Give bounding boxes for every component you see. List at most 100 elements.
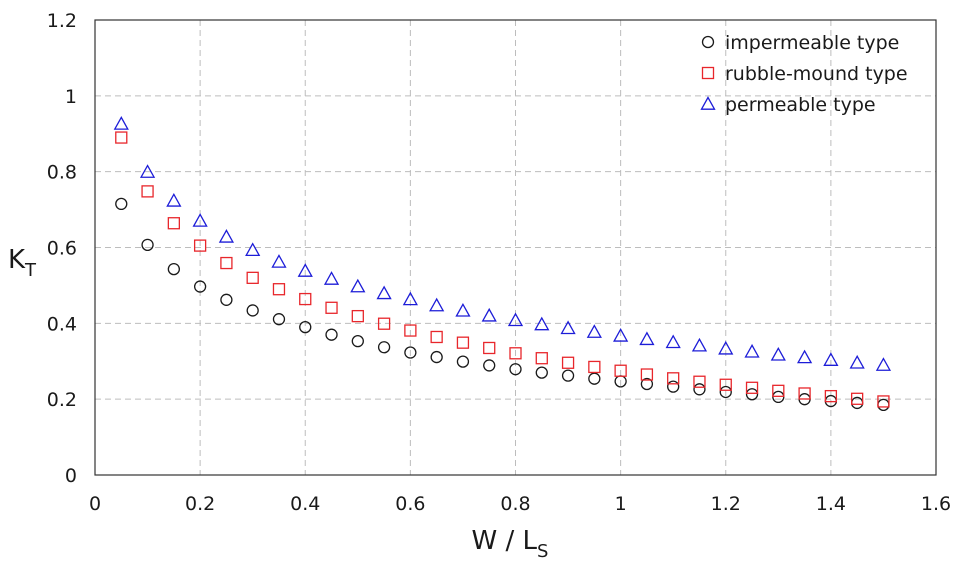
data-point-triangle [429,297,445,312]
data-point-circle [535,366,548,379]
data-point-circle [719,385,732,399]
data-point-circle [404,346,417,359]
data-point-triangle [665,334,681,349]
data-point-triangle [113,116,129,130]
data-point-square [404,324,417,337]
data-point-square [377,317,391,330]
data-point-circle [693,383,706,396]
data-point-circle [745,388,759,401]
data-point-circle [246,304,259,317]
data-points [113,116,892,412]
data-point-triangle [744,343,760,358]
y-axis-ticks: 0 0.2 0.4 0.6 0.8 1 1.2 [47,10,77,487]
x-tick-label: 0.4 [290,493,320,515]
data-point-triangle [823,352,839,366]
x-tick-label: 0.2 [185,493,215,515]
data-point-triangle [166,193,182,207]
data-point-triangle [481,307,497,322]
data-point-triangle [560,320,576,335]
data-point-square [745,381,759,394]
data-point-square [824,389,838,403]
data-point-square [483,341,496,355]
data-point-circle [272,313,286,326]
data-point-triangle [192,213,208,227]
data-point-square [351,309,364,323]
data-point-triangle [139,164,156,178]
data-point-square [272,283,286,296]
data-point-circle [193,280,207,293]
data-point-triangle [507,312,524,327]
data-point-circle [877,398,890,412]
data-point-square [535,352,548,365]
x-tick-label: 1.2 [711,493,741,515]
legend-label: impermeable type [725,32,899,54]
data-point-square [193,239,207,252]
data-point-square [851,392,864,405]
data-point-circle [456,355,470,368]
data-point-triangle [613,328,629,342]
y-tick-label: 0.6 [47,238,77,260]
legend-item: rubble-mound type [701,63,908,85]
data-point-triangle [770,346,786,361]
x-axis-label-main: W / L [472,526,538,556]
data-point-triangle [691,337,708,352]
data-point-square [246,271,259,284]
data-point-circle [667,380,680,393]
data-point-square [115,131,128,144]
data-point-triangle [586,324,602,338]
x-axis-label-sub: S [537,541,548,561]
data-point-circle [167,262,180,276]
data-point-triangle [245,242,261,257]
x-tick-label: 0.8 [500,493,530,515]
data-point-square [456,336,470,349]
y-axis-label-sub: T [24,260,37,281]
x-tick-label: 0.6 [395,493,425,515]
plot-area-frame [94,19,937,476]
data-point-circle [588,372,601,385]
data-point-circle [325,328,338,341]
data-point-triangle [376,285,392,300]
y-tick-label: 0.2 [47,389,77,411]
data-point-square [561,356,575,369]
x-axis-label: W / LS [472,526,549,561]
data-point-circle [430,350,443,364]
data-point-square [614,364,627,377]
data-point-square [667,372,680,385]
y-tick-label: 1.2 [47,10,77,32]
legend-item: impermeable type [701,32,899,54]
data-point-square [772,384,785,397]
series-square [115,131,890,408]
data-point-circle [377,341,391,354]
x-tick-label: 0 [89,493,101,515]
data-point-square [719,378,732,391]
data-point-square [588,360,601,374]
x-tick-label: 1 [615,493,627,515]
data-point-circle [299,320,312,334]
data-point-square [430,330,443,344]
data-point-circle [640,377,654,391]
y-tick-label: 0.4 [47,313,77,335]
data-point-square [509,347,522,360]
data-point-square [325,301,338,314]
legend-item: permeable type [700,94,876,116]
data-point-triangle [849,354,865,369]
data-point-square [798,387,811,400]
y-tick-label: 1 [65,86,77,108]
x-tick-label: 1.6 [921,493,951,515]
data-point-square [220,256,233,270]
data-point-circle [509,363,522,376]
y-tick-label: 0 [65,465,77,487]
grid-lines [95,20,936,475]
data-point-circle [561,369,575,382]
data-point-circle [220,293,233,306]
data-point-triangle [875,357,892,371]
data-point-circle [483,359,496,372]
data-point-circle [351,335,364,348]
series-triangle [113,116,892,371]
y-axis-label-main: K [8,245,26,275]
legend-marker-triangle [700,96,716,110]
legend: impermeable type rubble-mound type permeab… [700,32,908,116]
x-axis-ticks: 0 0.2 0.4 0.6 0.8 1 1.2 1.4 1.6 [89,493,951,515]
data-point-square [167,217,180,230]
